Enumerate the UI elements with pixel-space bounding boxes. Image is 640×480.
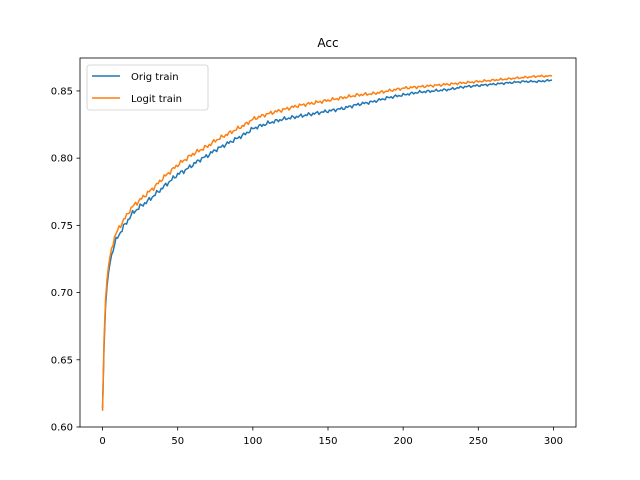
x-tick-label: 100 (243, 436, 262, 447)
series-line-1 (101, 74, 553, 411)
chart-title: Acc (317, 36, 338, 50)
axes: 0 50 100 150 200 250 300 0.60 0.65 0.70 0.75 0.80 0.… (51, 57, 577, 447)
axes-frame (79, 57, 577, 428)
legend: Orig train Logit train (86, 64, 209, 111)
x-tick-label: 150 (318, 436, 337, 447)
y-tick-label: 0.60 (51, 423, 73, 434)
x-tick-label: 250 (469, 436, 488, 447)
legend-label-0: Orig train (131, 72, 179, 83)
x-tick-label: 0 (99, 436, 105, 447)
y-tick-label: 0.85 (51, 86, 73, 97)
x-tick-label: 200 (394, 436, 413, 447)
series-line-0 (101, 78, 553, 409)
x-tick-label: 50 (171, 436, 184, 447)
legend-label-1: Logit train (131, 94, 182, 105)
y-tick-label: 0.70 (51, 288, 73, 299)
x-tick-label: 300 (544, 436, 563, 447)
y-tick-label: 0.80 (51, 154, 73, 165)
y-tick-label: 0.75 (51, 221, 73, 232)
plot-area (101, 74, 553, 411)
y-tick-label: 0.65 (51, 355, 73, 366)
